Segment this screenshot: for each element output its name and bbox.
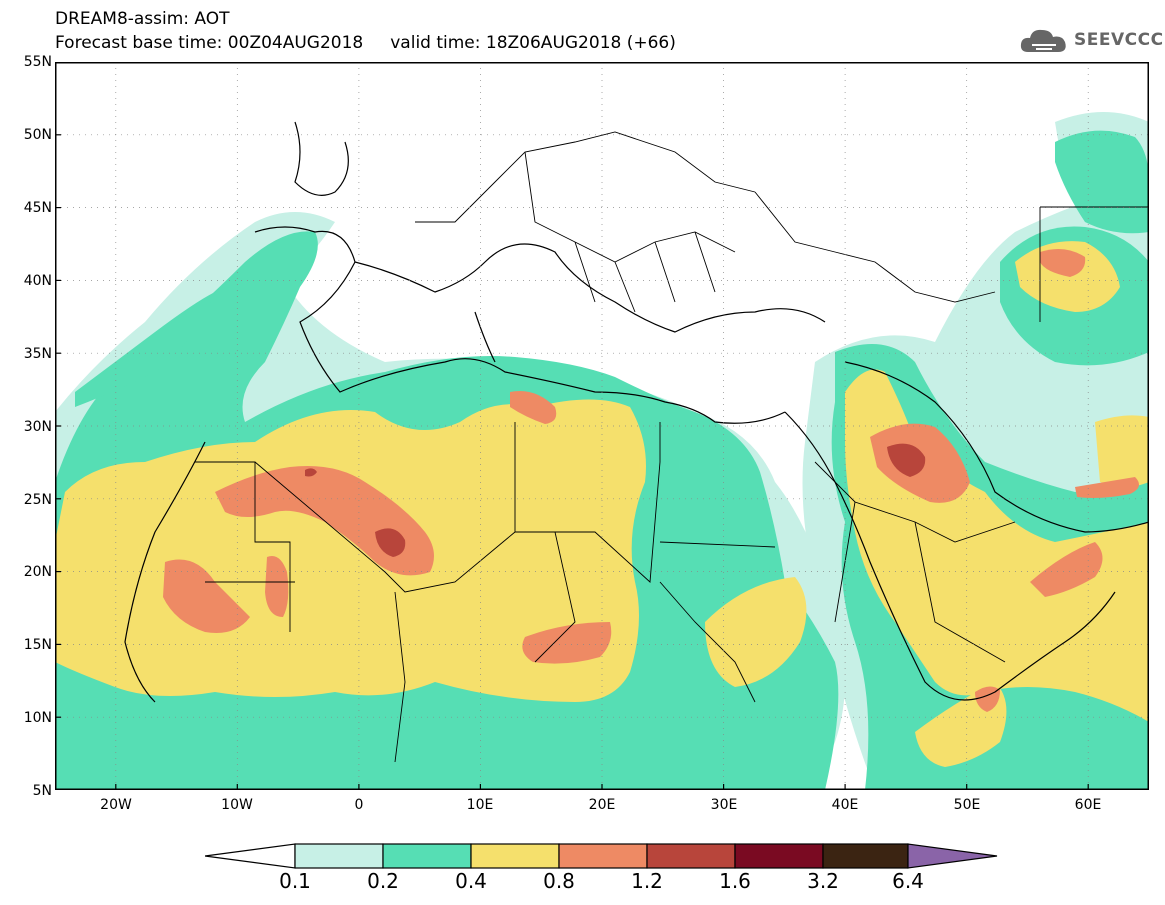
colorbar-label: 3.2 (807, 869, 839, 893)
colorbar-label: 1.6 (719, 869, 751, 893)
colorbar-segment-max (907, 843, 998, 869)
lat-label: 45N (23, 200, 52, 216)
lon-label: 10W (221, 797, 253, 813)
lon-label: 40E (831, 797, 859, 813)
lon-label: 50E (953, 797, 981, 813)
axis-ticks (55, 134, 1089, 790)
colorbar-label: 0.2 (367, 869, 399, 893)
lat-label: 25N (23, 492, 52, 508)
colorbar-label: 0.4 (455, 869, 487, 893)
lat-label: 35N (23, 346, 52, 362)
cloud-icon (1020, 29, 1066, 52)
lat-label: 20N (23, 564, 52, 580)
colorbar-segment (470, 843, 560, 869)
colorbar (205, 843, 998, 869)
lat-label: 30N (23, 419, 52, 435)
colorbar-segment (558, 843, 648, 869)
lon-label: 20W (100, 797, 132, 813)
lat-label: 10N (23, 710, 52, 726)
map-title: DREAM8-assim: AOT (55, 9, 230, 29)
colorbar-label: 0.1 (279, 869, 311, 893)
colorbar-segment (646, 843, 736, 869)
lat-label: 55N (23, 54, 52, 70)
aot-map (55, 62, 1149, 790)
aot-level-1.2 (305, 443, 926, 557)
country-borders (195, 131, 1149, 763)
logo-text: SEEVCCC (1074, 30, 1164, 50)
colorbar-segment (382, 843, 472, 869)
colorbar-label: 6.4 (892, 869, 924, 893)
colorbar-label: 0.8 (543, 869, 575, 893)
lon-label: 0 (354, 797, 364, 813)
colorbar-segment-min (205, 843, 296, 869)
lon-label: 10E (466, 797, 494, 813)
lat-label: 15N (23, 637, 52, 653)
lon-label: 30E (710, 797, 738, 813)
lon-label: 20E (588, 797, 616, 813)
lat-label: 40N (23, 273, 52, 289)
colorbar-label: 1.2 (631, 869, 663, 893)
lat-label: 5N (32, 783, 52, 799)
seevccc-logo: SEEVCCC (1018, 24, 1164, 56)
graticule (55, 62, 1149, 790)
colorbar-segment (734, 843, 824, 869)
lon-label: 60E (1074, 797, 1102, 813)
colorbar-segment (294, 843, 384, 869)
lat-label: 50N (23, 127, 52, 143)
map-subtitle: Forecast base time: 00Z04AUG2018 valid t… (55, 33, 676, 53)
colorbar-segment (822, 843, 909, 869)
